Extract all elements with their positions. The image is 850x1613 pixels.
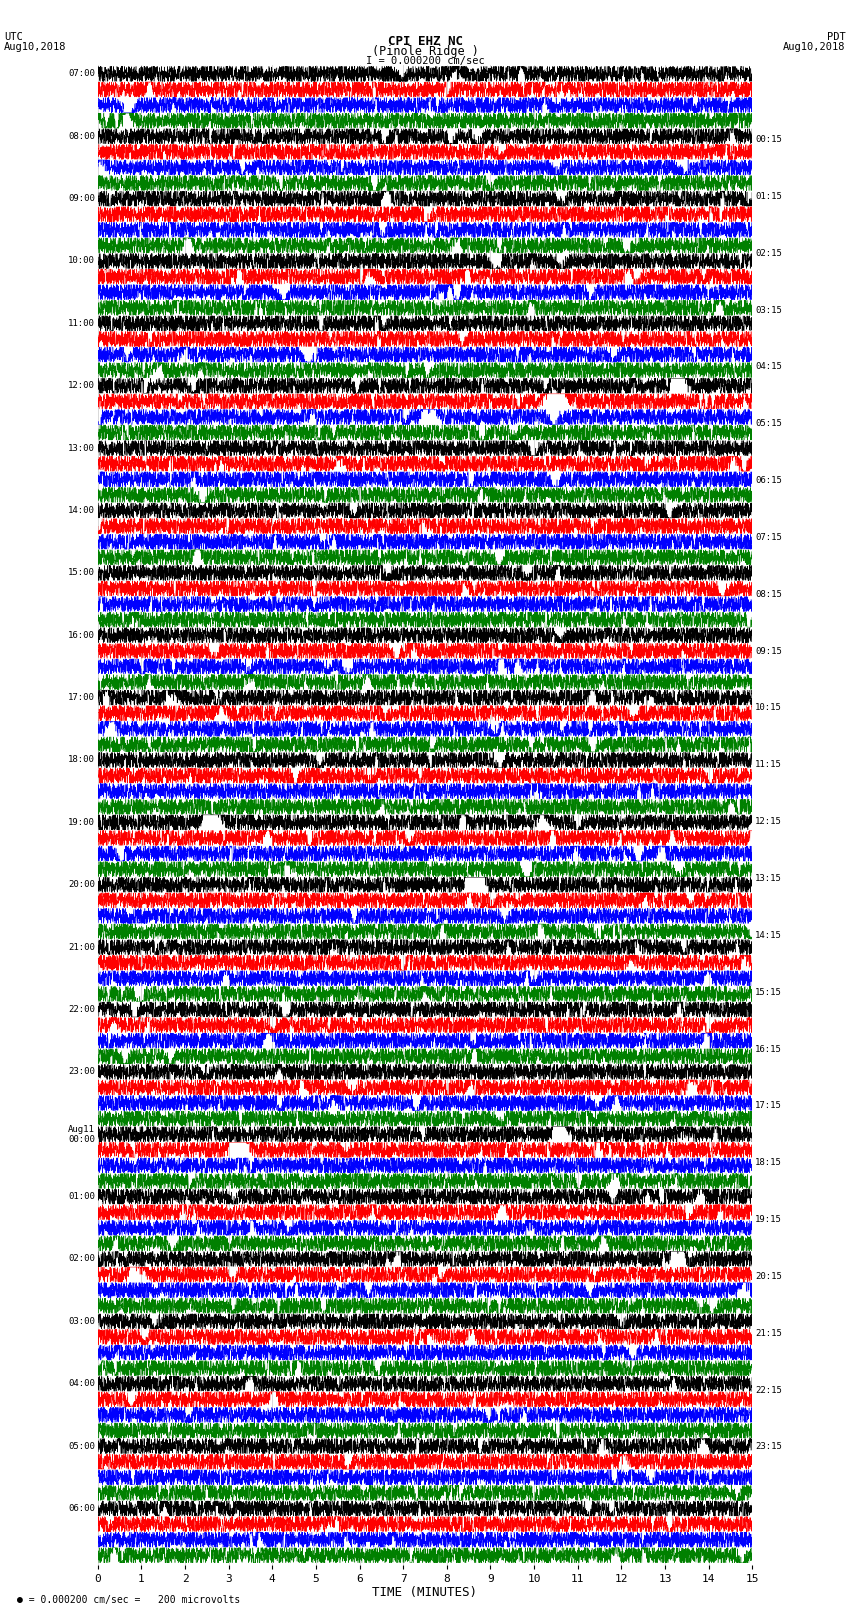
Text: Aug10,2018: Aug10,2018	[4, 42, 67, 52]
Text: I = 0.000200 cm/sec: I = 0.000200 cm/sec	[366, 56, 484, 66]
Text: ● = 0.000200 cm/sec =   200 microvolts: ● = 0.000200 cm/sec = 200 microvolts	[17, 1595, 241, 1605]
Text: PDT: PDT	[827, 32, 846, 42]
X-axis label: TIME (MINUTES): TIME (MINUTES)	[372, 1587, 478, 1600]
Text: UTC: UTC	[4, 32, 23, 42]
Text: CPI EHZ NC: CPI EHZ NC	[388, 35, 462, 48]
Text: Aug10,2018: Aug10,2018	[783, 42, 846, 52]
Text: (Pinole Ridge ): (Pinole Ridge )	[371, 45, 479, 58]
